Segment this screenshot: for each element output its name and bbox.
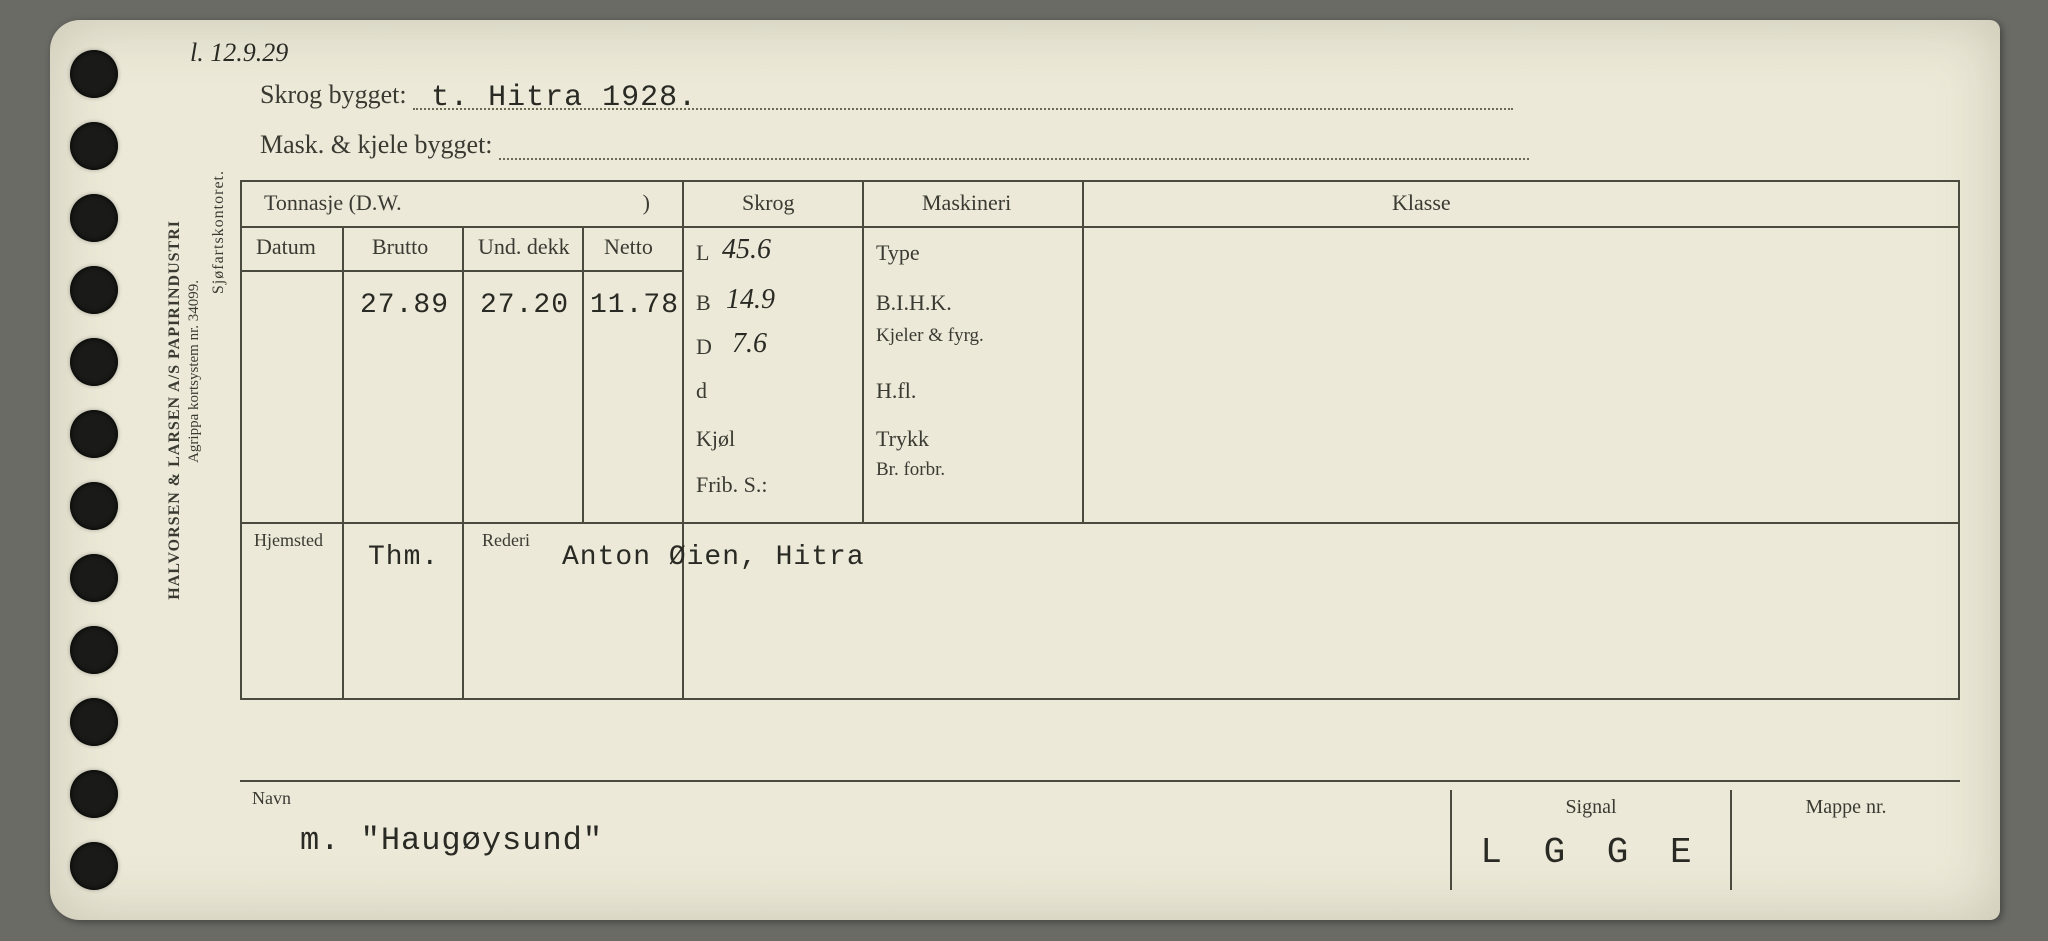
- mask-kjeler: Kjeler & fyrg.: [876, 326, 984, 345]
- col-und-dekk: Und. dekk: [478, 234, 570, 260]
- val-netto: 11.78: [590, 290, 679, 321]
- hole: [70, 194, 118, 242]
- skrog-bygget-label: Skrog bygget:: [260, 80, 407, 109]
- binder-holes: [70, 50, 130, 890]
- mask-trykk: Trykk: [876, 426, 929, 452]
- signal-box: Signal L G G E: [1450, 790, 1730, 890]
- col-netto: Netto: [604, 234, 653, 260]
- side-print-manufacturer: HALVORSEN & LARSEN A/S PAPIRINDUSTRI: [166, 220, 184, 600]
- rederi-value: Anton Øien, Hitra: [562, 542, 865, 573]
- index-card: HALVORSEN & LARSEN A/S PAPIRINDUSTRI Agr…: [50, 20, 2000, 920]
- mask-type: Type: [876, 240, 920, 266]
- rederi-label: Rederi: [482, 530, 530, 551]
- klasse-header: Klasse: [1392, 190, 1451, 216]
- skrog-L-label: L: [696, 240, 709, 266]
- hole: [70, 842, 118, 890]
- main-grid: Tonnasje (D.W. ) Datum Brutto Und. dekk …: [240, 180, 1960, 700]
- hole: [70, 50, 118, 98]
- hole: [70, 554, 118, 602]
- navn-value: m. "Haugøysund": [300, 822, 603, 859]
- hole: [70, 122, 118, 170]
- val-und-dekk: 27.20: [480, 290, 569, 321]
- hole: [70, 626, 118, 674]
- navn-label: Navn: [252, 788, 291, 809]
- hjemsted-value: Thm.: [368, 542, 439, 573]
- mask-kjele-label: Mask. & kjele bygget:: [260, 130, 493, 159]
- signal-label: Signal: [1452, 796, 1730, 819]
- side-print-system: Agrippa kortsystem nr. 34099.: [186, 280, 203, 463]
- mask-bihk: B.I.H.K.: [876, 290, 952, 316]
- skrog-L-val: 45.6: [722, 234, 771, 266]
- skrog-bygget-value: t. Hitra 1928.: [431, 81, 697, 115]
- skrog-D-val: 7.6: [732, 328, 767, 360]
- val-brutto: 27.89: [360, 290, 449, 321]
- skrog-D-label: D: [696, 334, 712, 360]
- skrog-frib-label: Frib. S.:: [696, 472, 768, 498]
- card-content: Skrog bygget: t. Hitra 1928. Mask. & kje…: [240, 60, 1960, 890]
- skrog-header: Skrog: [742, 190, 795, 216]
- col-datum: Datum: [256, 234, 316, 260]
- skrog-bygget-row: Skrog bygget: t. Hitra 1928.: [260, 80, 1513, 110]
- skrog-B-val: 14.9: [726, 284, 775, 316]
- mappe-label: Mappe nr.: [1732, 796, 1960, 819]
- hole: [70, 482, 118, 530]
- footer-row: Navn m. "Haugøysund" Signal L G G E Mapp…: [240, 780, 1960, 890]
- hole: [70, 410, 118, 458]
- hole: [70, 266, 118, 314]
- skrog-kjol-label: Kjøl: [696, 426, 735, 452]
- skrog-d2-label: d: [696, 378, 707, 404]
- side-print-office: Sjøfartskontoret.: [210, 170, 228, 294]
- mask-kjele-row: Mask. & kjele bygget:: [260, 130, 1529, 160]
- hole: [70, 338, 118, 386]
- hjemsted-label: Hjemsted: [254, 530, 323, 551]
- mask-brforbr: Br. forbr.: [876, 460, 945, 479]
- signal-value: L G G E: [1452, 832, 1730, 873]
- hole: [70, 698, 118, 746]
- skrog-B-label: B: [696, 290, 711, 316]
- hole: [70, 770, 118, 818]
- col-brutto: Brutto: [372, 234, 428, 260]
- mappe-box: Mappe nr.: [1730, 790, 1960, 890]
- mask-hfl: H.fl.: [876, 378, 916, 404]
- tonnasje-header: Tonnasje (D.W. ): [264, 190, 650, 216]
- maskineri-header: Maskineri: [922, 190, 1011, 216]
